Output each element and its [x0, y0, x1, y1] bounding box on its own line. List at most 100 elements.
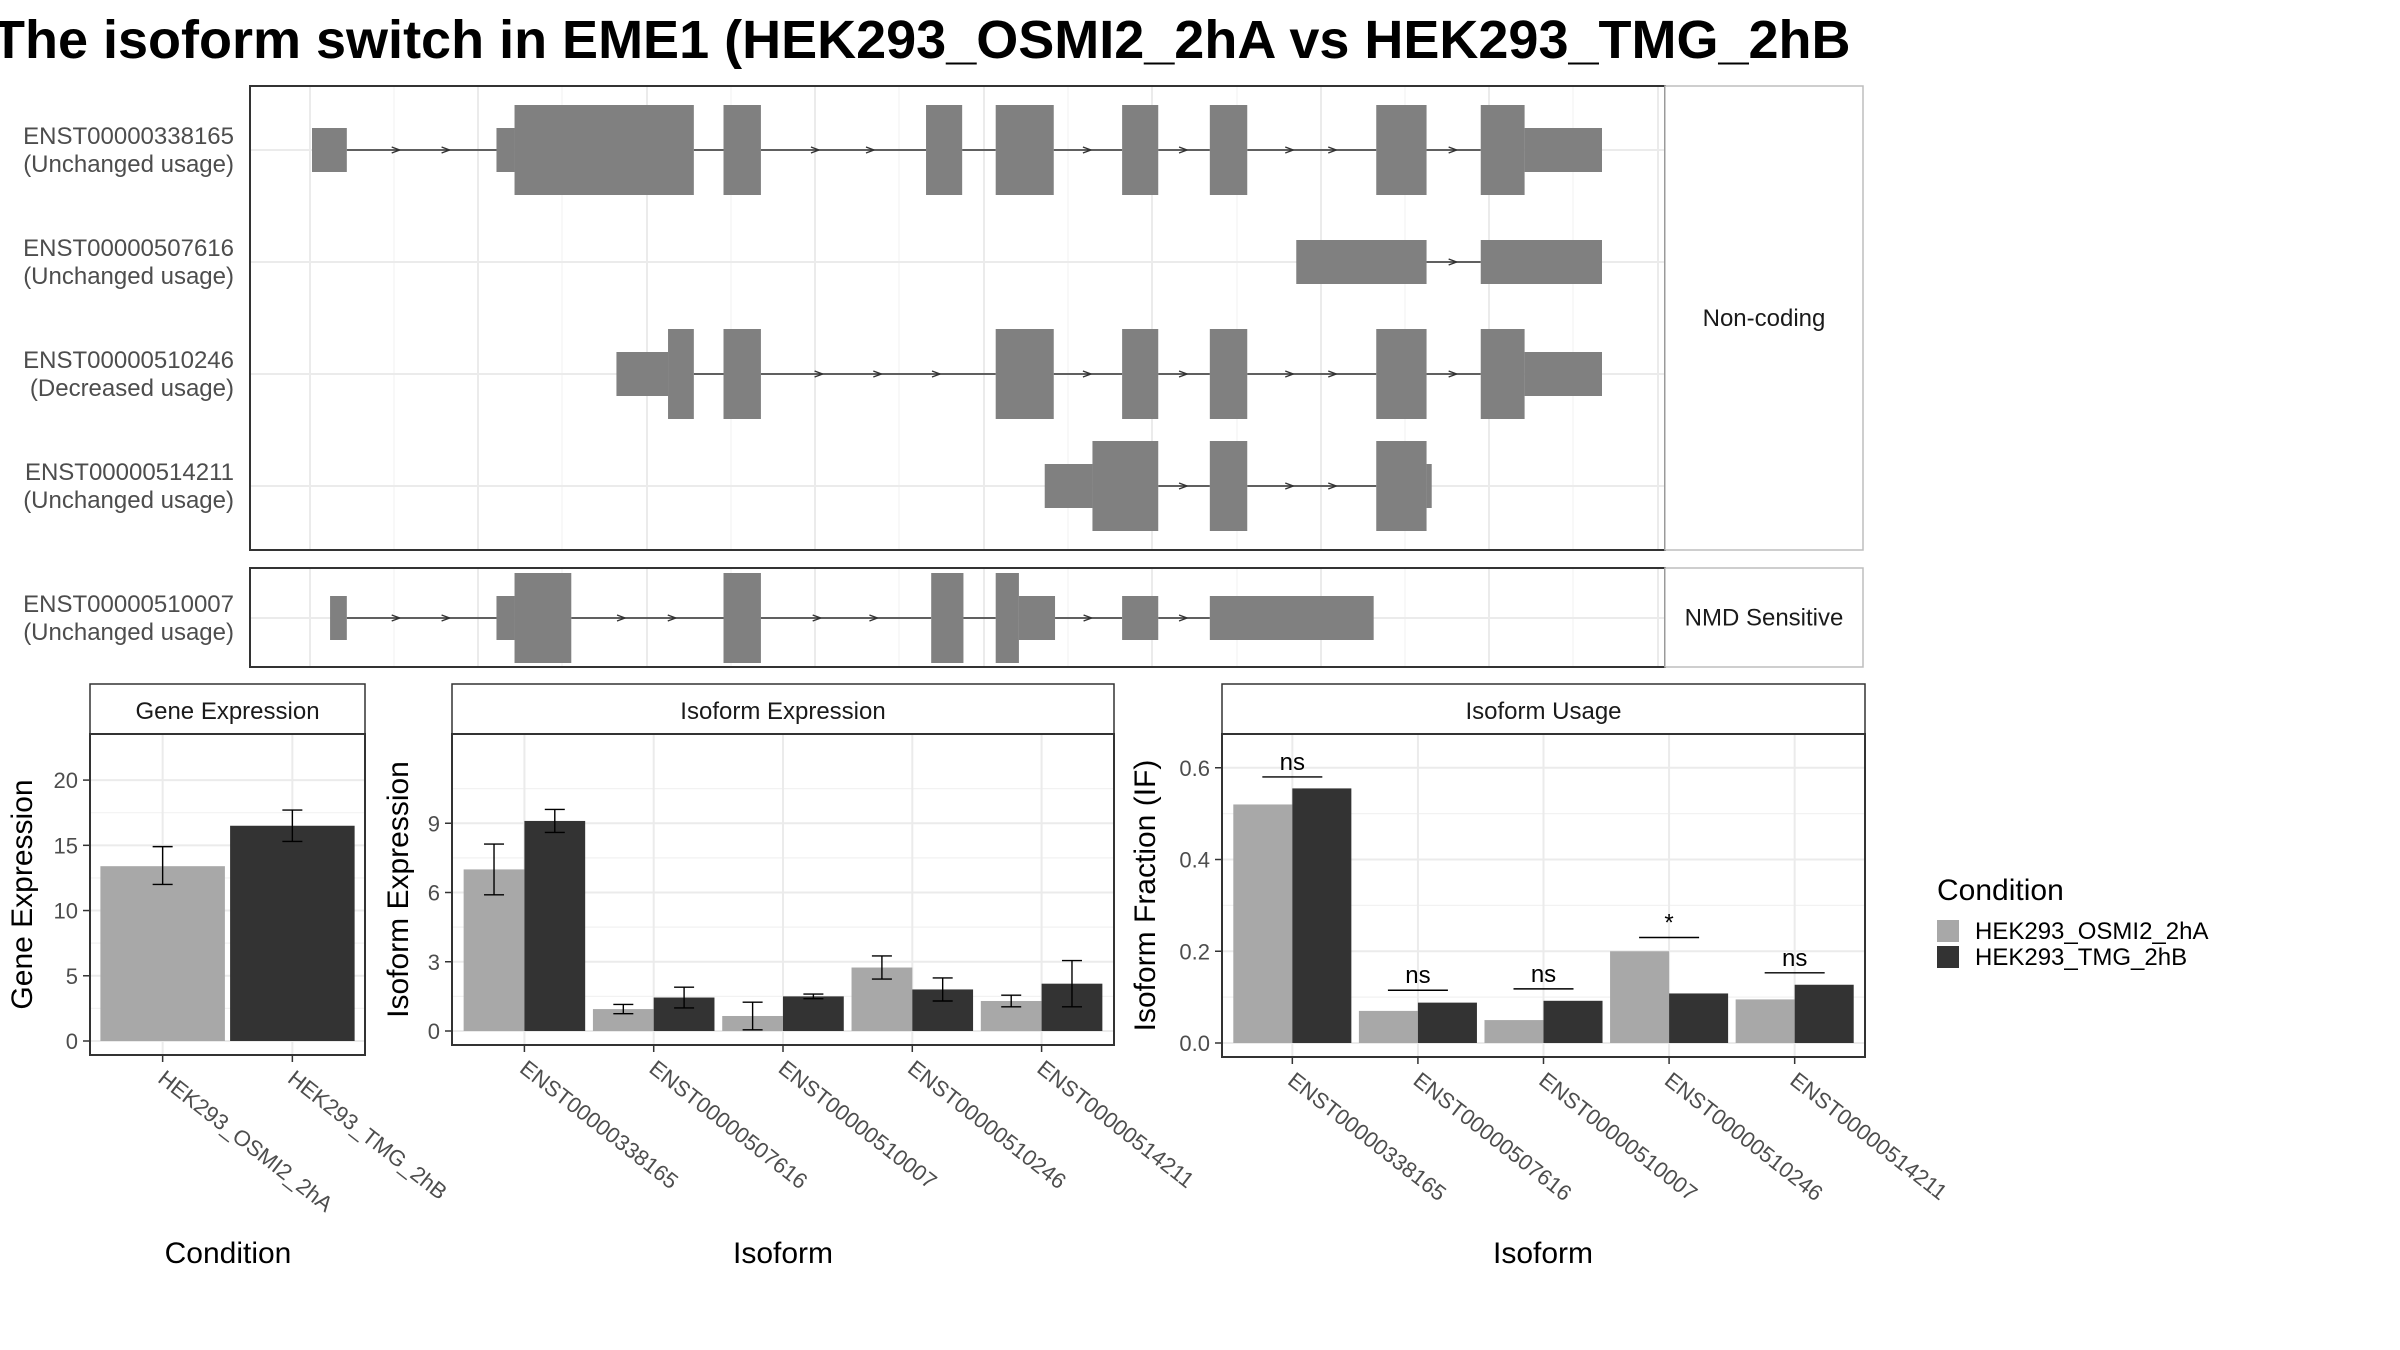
- y-tick-label: 0.0: [1179, 1031, 1210, 1056]
- transcript-usage-label: (Unchanged usage): [23, 263, 234, 290]
- legend-entry: HEK293_TMG_2hB: [1975, 944, 2187, 971]
- transcript-id-label: ENST00000510007: [23, 591, 234, 618]
- legend-entry: HEK293_OSMI2_2hA: [1975, 918, 2208, 945]
- bar: [1417, 1002, 1477, 1043]
- y-tick-label: 9: [428, 811, 440, 836]
- significance-label: ns: [1280, 749, 1305, 776]
- exon-coding: [1092, 441, 1159, 531]
- significance-label: ns: [1531, 961, 1556, 988]
- bar: [1735, 999, 1795, 1043]
- exon-coding: [514, 105, 694, 195]
- intron-arrow: [667, 614, 678, 622]
- transcript-id-label: ENST00000510246: [23, 347, 234, 374]
- y-tick-label: 3: [428, 950, 440, 975]
- structure-strip-label: NMD Sensitive: [1685, 605, 1844, 632]
- exon-utr: [1209, 596, 1374, 640]
- exon-coding: [931, 573, 964, 663]
- chart-panel-border: [89, 733, 366, 1056]
- exon-coding: [1209, 441, 1248, 531]
- legend-swatch: [1937, 946, 1959, 968]
- bar: [1794, 984, 1854, 1043]
- intron-arrow: [1285, 370, 1296, 378]
- structure-group-0: Non-coding ENST00000338165(Unchanged usag…: [23, 85, 1864, 551]
- bar: [1543, 1000, 1603, 1043]
- intron-arrow: [441, 614, 452, 622]
- transcript-ENST00000510246: ENST00000510246(Decreased usage): [23, 329, 1602, 419]
- intron-arrow: [931, 370, 942, 378]
- exon-coding: [514, 573, 572, 663]
- intron-arrow: [1285, 482, 1296, 490]
- exon-utr: [496, 596, 515, 640]
- intron-arrow: [1328, 146, 1339, 154]
- y-tick-label: 0: [428, 1019, 440, 1044]
- exon-utr: [1524, 352, 1602, 396]
- x-axis-title: Condition: [165, 1237, 292, 1270]
- exon-utr: [1480, 240, 1602, 284]
- exon-coding: [1480, 105, 1525, 195]
- chart-title: Gene Expression: [135, 698, 319, 725]
- intron-arrow: [1178, 482, 1190, 490]
- y-tick-label: 5: [66, 964, 78, 989]
- exon-utr: [1524, 128, 1602, 172]
- chart-strip: [89, 683, 366, 735]
- transcript-ENST00000338165: ENST00000338165(Unchanged usage): [23, 105, 1602, 195]
- x-axis-title: Isoform: [733, 1237, 833, 1270]
- intron-arrow: [391, 146, 402, 154]
- exon-coding: [1480, 329, 1525, 419]
- transcript-id-label: ENST00000507616: [23, 235, 234, 262]
- expression-charts: Gene Expression05101520HEK293_OSMI2_2hAH…: [6, 683, 1952, 1270]
- bar: [783, 996, 844, 1031]
- transcript-usage-label: (Unchanged usage): [23, 619, 234, 646]
- y-tick-label: 20: [54, 768, 78, 793]
- bar: [524, 820, 586, 1031]
- intron-arrow: [869, 614, 880, 622]
- transcript-ENST00000507616: ENST00000507616(Unchanged usage): [23, 235, 1602, 290]
- intron-arrow: [391, 614, 402, 622]
- exon-utr: [1296, 240, 1427, 284]
- chart-1: Isoform Expression0369ENST00000338165ENS…: [382, 683, 1199, 1270]
- bar: [1669, 993, 1729, 1043]
- bar: [100, 866, 225, 1041]
- bar: [1358, 1010, 1418, 1043]
- structure-strip-label: Non-coding: [1703, 305, 1826, 332]
- bar: [1233, 804, 1293, 1043]
- intron-arrow: [1178, 614, 1190, 622]
- exon-utr: [1122, 596, 1159, 640]
- significance-label: ns: [1405, 962, 1430, 989]
- intron-arrow: [1178, 370, 1190, 378]
- significance-label: *: [1664, 909, 1673, 936]
- legend-title: Condition: [1937, 874, 2064, 907]
- exon-coding: [926, 105, 963, 195]
- exon-utr: [616, 352, 669, 396]
- exon-coding: [1376, 441, 1427, 531]
- intron-arrow: [1082, 146, 1093, 154]
- exon-coding: [1209, 329, 1248, 419]
- intron-arrow: [1448, 146, 1459, 154]
- figure-title: The isoform switch in EME1 (HEK293_OSMI2…: [0, 10, 1851, 70]
- significance-label: ns: [1782, 945, 1807, 972]
- exon-utr: [330, 596, 347, 640]
- bar: [230, 825, 355, 1041]
- chart-title: Isoform Usage: [1465, 698, 1621, 725]
- transcript-id-label: ENST00000514211: [25, 459, 234, 486]
- intron-arrow: [441, 146, 452, 154]
- legend-swatch: [1937, 920, 1959, 942]
- exon-coding: [1376, 329, 1427, 419]
- bar: [1484, 1020, 1544, 1043]
- y-tick-label: 6: [428, 881, 440, 906]
- intron-arrow: [1083, 614, 1094, 622]
- intron-arrow: [873, 370, 884, 378]
- transcript-usage-label: (Unchanged usage): [23, 151, 234, 178]
- exon-coding: [1209, 105, 1248, 195]
- y-axis-title: Isoform Expression: [382, 761, 415, 1018]
- exon-coding: [1376, 105, 1427, 195]
- exon-coding: [995, 329, 1054, 419]
- y-axis-title: Isoform Fraction (IF): [1129, 760, 1162, 1032]
- exon-coding: [723, 105, 761, 195]
- exon-coding: [995, 573, 1019, 663]
- intron-arrow: [616, 614, 628, 622]
- exon-utr: [1044, 464, 1093, 508]
